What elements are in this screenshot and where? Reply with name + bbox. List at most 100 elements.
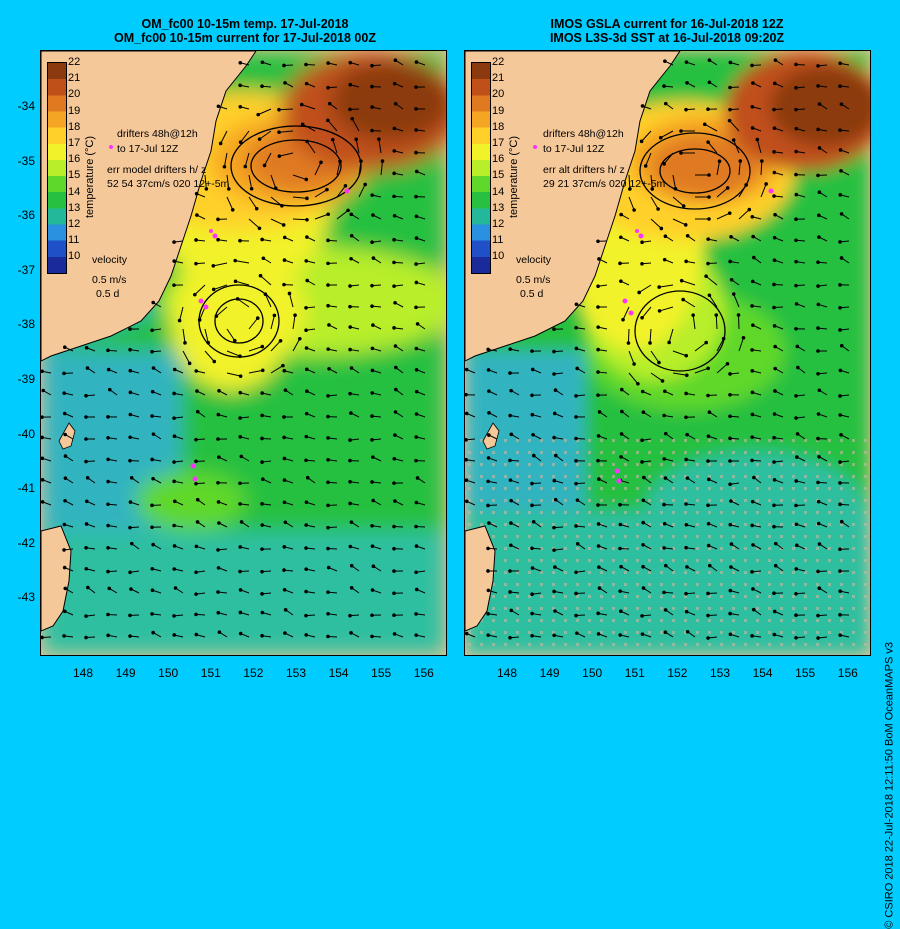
current-arrow-head — [641, 565, 645, 569]
current-arrow-head — [349, 257, 353, 261]
current-arrow-head — [838, 633, 842, 637]
current-arrow-head — [415, 281, 419, 285]
current-arrow-head — [128, 634, 132, 638]
current-arrow-head — [152, 432, 156, 436]
current-arrow-head — [304, 178, 308, 182]
current-arrow-head — [370, 524, 374, 528]
current-arrow-head — [621, 318, 625, 322]
longitude-label: 155 — [366, 666, 396, 680]
current-arrow-head — [282, 64, 286, 68]
current-arrow-head — [840, 102, 844, 106]
current-arrow-head — [838, 547, 842, 551]
current-arrow-head — [658, 309, 662, 313]
current-arrow-head — [728, 393, 732, 397]
current-arrow-head — [575, 303, 579, 307]
current-arrow-head — [326, 86, 330, 90]
current-arrow-head — [686, 476, 690, 480]
current-arrow-head — [751, 413, 755, 417]
current-arrow-head — [838, 394, 842, 398]
current-arrow-head — [106, 613, 110, 617]
current-arrow-head — [728, 86, 732, 90]
current-arrow-head — [795, 522, 799, 526]
current-arrow-head — [348, 325, 352, 329]
left-title-line1: OM_fc00 10-15m temp. 17-Jul-2018 — [40, 17, 450, 31]
current-arrow-head — [414, 305, 418, 309]
current-arrow-head — [219, 142, 223, 146]
current-arrow-head — [509, 389, 513, 393]
current-arrow-head — [632, 208, 636, 212]
current-arrow-head — [840, 344, 844, 348]
current-arrow-head — [795, 345, 799, 349]
current-arrow-head — [350, 117, 354, 121]
current-arrow-head — [283, 81, 287, 85]
current-arrow-head — [465, 412, 469, 416]
colorbar-tick: 17 — [68, 137, 80, 149]
current-arrow-head — [774, 58, 778, 62]
current-arrow-head — [691, 313, 695, 317]
current-arrow-head — [708, 80, 712, 84]
current-arrow-head — [305, 82, 309, 86]
right-map[interactable] — [464, 50, 871, 656]
current-arrow-head — [553, 479, 557, 483]
current-arrow-head — [684, 458, 688, 462]
current-arrow-head — [416, 476, 420, 480]
current-arrow-head — [370, 480, 374, 484]
current-arrow-head — [664, 630, 668, 634]
current-arrow-head — [86, 366, 90, 370]
colorbar-tick: 18 — [68, 121, 80, 133]
current-arrow-head — [277, 108, 281, 112]
current-arrow-head — [772, 306, 776, 310]
current-arrow-head — [620, 388, 624, 392]
current-arrow-head — [304, 458, 308, 462]
current-arrow-head — [305, 235, 309, 239]
current-arrow-head — [305, 218, 309, 222]
current-arrow-head — [816, 437, 820, 441]
current-arrow-head — [325, 188, 329, 192]
current-arrow-head — [194, 369, 198, 373]
current-arrow-head — [393, 301, 397, 305]
current-arrow-head — [258, 226, 262, 230]
current-arrow-head — [238, 84, 242, 88]
current-arrow-head — [794, 284, 798, 288]
current-arrow-head — [172, 283, 176, 287]
current-arrow-head — [414, 107, 418, 111]
current-arrow-head — [574, 415, 578, 419]
current-arrow-head — [552, 526, 556, 530]
current-arrow-head — [173, 434, 177, 438]
current-arrow-head — [393, 433, 397, 437]
current-arrow-head — [63, 523, 67, 527]
current-arrow-head — [260, 634, 264, 638]
current-arrow-head — [708, 293, 712, 297]
current-arrow-head — [531, 433, 535, 437]
current-arrow-head — [817, 522, 821, 526]
current-arrow-head — [259, 274, 263, 278]
current-arrow-head — [618, 503, 622, 507]
current-arrow-head — [597, 522, 601, 526]
current-arrow-head — [662, 546, 666, 550]
current-arrow-head — [217, 413, 221, 417]
current-arrow-head — [728, 437, 732, 441]
current-arrow-head — [839, 169, 843, 173]
current-arrow-head — [508, 569, 512, 573]
left-map-canvas — [41, 51, 446, 655]
current-arrow-head — [816, 284, 820, 288]
colorbar-tick: 14 — [68, 186, 80, 198]
current-arrow-head — [196, 520, 200, 524]
current-arrow-head — [62, 391, 66, 395]
left-map[interactable] — [40, 50, 447, 656]
current-arrow-head — [394, 344, 398, 348]
current-arrow-head — [818, 542, 822, 546]
current-arrow-head — [106, 546, 110, 550]
current-arrow-head — [794, 86, 798, 90]
current-arrow-head — [415, 544, 419, 548]
current-arrow-head — [304, 523, 308, 527]
current-arrow-head — [486, 612, 490, 616]
current-arrow-head — [682, 204, 686, 208]
current-arrow-head — [326, 612, 330, 616]
current-arrow-head — [726, 186, 730, 190]
current-arrow-head — [597, 477, 601, 481]
current-arrow-head — [151, 301, 155, 305]
current-arrow-head — [238, 482, 242, 486]
current-arrow-head — [728, 211, 732, 215]
current-arrow-head — [510, 433, 514, 437]
